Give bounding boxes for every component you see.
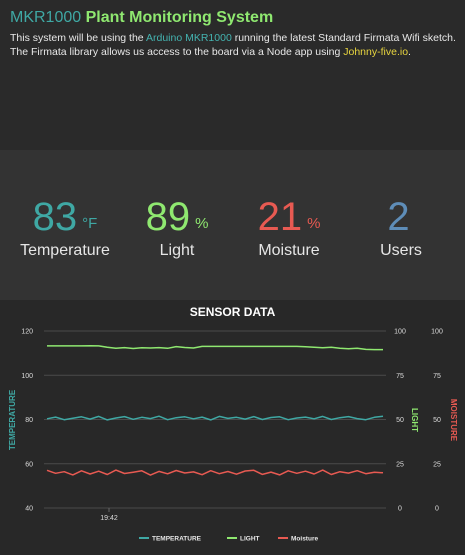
legend-label: Moisture [291,536,318,543]
light-axis-tick-label: 75 [396,373,404,380]
intro-part-1: This system will be using the [10,32,146,44]
moisture-value: 21 [257,195,303,239]
left-axis-tick-label: 60 [25,461,33,468]
light-axis-tick-label: 0 [398,506,402,513]
moisture-axis-tick-label: 25 [433,461,441,468]
moisture-axis-tick-label: 100 [431,329,443,336]
moisture-axis-title: MOISTURE [449,399,458,442]
left-axis-tick-label: 40 [25,506,33,513]
temperature-axis-title: TEMPERATURE [8,389,17,450]
light-series-line [47,344,383,351]
chart-title: SENSOR DATA [190,305,276,319]
light-stat: 89% Light [122,194,232,260]
temperature-value: 83 [32,195,78,239]
johnny-five-link[interactable]: Johnny-five.io [343,45,409,58]
intro-part-2: running the latest Standard Firmata Wifi… [10,32,456,58]
light-axis-tick-label: 50 [396,417,404,424]
temperature-stat: 83 °F Temperature [10,194,120,260]
light-unit: % [195,215,209,232]
moisture-stat: 21% Moisture [234,194,344,260]
light-axis-title: LIGHT [410,408,419,432]
intro-text: This system will be using the Arduino MK… [10,32,460,59]
page-title: MKR1000 Plant Monitoring System [10,9,273,27]
sensor-chart-panel: SENSOR DATA 40 60 80 100 120 0 25 50 75 100 0 25 50 7… [0,300,465,555]
users-label: Users [380,242,422,259]
arduino-link[interactable]: Arduino MKR1000 [145,32,232,44]
legend-label: TEMPERATURE [152,536,202,543]
x-axis-tick-label: 19:42 [100,515,118,522]
users-stat: 2 Users [346,194,456,260]
temperature-series-line [46,415,384,421]
users-value: 2 [387,195,410,239]
left-axis-tick-label: 80 [25,417,33,424]
moisture-axis-tick-label: 0 [435,506,439,513]
legend-label: LIGHT [240,536,260,543]
moisture-axis-tick-label: 50 [433,417,441,424]
moisture-unit: % [307,215,321,232]
left-axis-tick-label: 120 [21,329,33,336]
brand-name: MKR1000 [10,9,82,26]
intro-part-3: . [408,45,411,58]
sensor-chart: SENSOR DATA 40 60 80 100 120 0 25 50 75 100 0 25 50 7… [8,305,458,543]
light-axis-tick-label: 100 [394,329,406,336]
temperature-label: Temperature [20,242,110,259]
stats-panel: 83 °F Temperature 89% Light 21% Moisture … [0,150,465,300]
title-text: Plant Monitoring System [85,9,274,26]
moisture-label: Moisture [258,242,320,259]
left-axis-tick-label: 100 [21,373,33,380]
light-axis-tick-label: 25 [396,461,404,468]
moisture-axis-tick-label: 75 [433,373,441,380]
light-label: Light [159,242,195,259]
temperature-unit: °F [82,215,98,232]
header: MKR1000 Plant Monitoring System This sys… [0,0,465,150]
moisture-series-line [46,469,384,476]
light-value: 89 [145,195,191,239]
